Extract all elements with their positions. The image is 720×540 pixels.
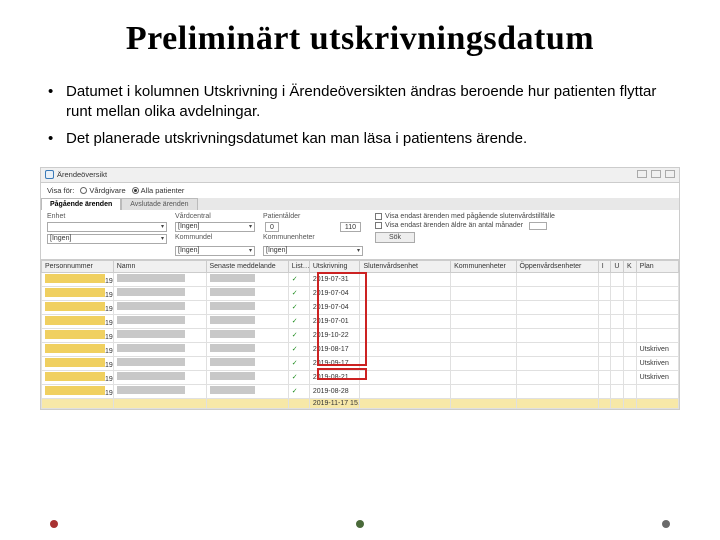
kommunenheter-select[interactable]: [Ingen]▾ <box>263 246 363 256</box>
col-plan[interactable]: Plan <box>636 260 678 272</box>
chk-aldre-label: Visa endast ärenden äldre än antal månad… <box>385 222 523 229</box>
col-senaste[interactable]: Senaste meddelande <box>206 260 288 272</box>
search-button[interactable]: Sök <box>375 232 415 243</box>
col-u[interactable]: U <box>611 260 624 272</box>
col-k[interactable]: K <box>624 260 637 272</box>
tab-bar: Pågående ärenden Avslutade ärenden <box>40 198 680 210</box>
app-icon <box>45 170 54 179</box>
maximize-icon[interactable] <box>651 170 661 178</box>
radio-alla[interactable] <box>132 187 139 194</box>
dot-right <box>662 520 670 528</box>
vardcentral-label: Vårdcentral <box>175 213 255 220</box>
kommundel-label: Kommundel <box>175 234 255 244</box>
kommun-select[interactable]: [Ingen]▾ <box>47 234 167 244</box>
app-titlebar: Ärendeöversikt <box>40 167 680 183</box>
enhet-label: Enhet <box>47 213 167 220</box>
col-personnummer[interactable]: Personnummer <box>42 260 114 272</box>
col-list[interactable]: List… <box>288 260 309 272</box>
bullet-1: Datumet i kolumnen Utskrivning i Ärendeö… <box>48 82 680 123</box>
col-slutenvard[interactable]: Slutenvårdsenhet <box>360 260 451 272</box>
col-kommun[interactable]: Kommunenheter <box>451 260 516 272</box>
radio-vardgivare[interactable] <box>80 187 87 194</box>
close-icon[interactable] <box>665 170 675 178</box>
table-row[interactable]: 19✓2019-07-01 <box>42 314 679 328</box>
slide-title: Preliminärt utskrivningsdatum <box>40 20 680 58</box>
chevron-down-icon: ▾ <box>249 223 252 230</box>
age-range[interactable]: 0110 <box>263 222 363 232</box>
table-row[interactable]: 19✓2019-07-04 <box>42 300 679 314</box>
enhet-select[interactable]: ▾ <box>47 222 167 232</box>
chk-slutenvard-label: Visa endast ärenden med pågående slutenv… <box>385 213 555 220</box>
table-row-selected[interactable]: 2019-11-17 15… <box>42 398 679 408</box>
chevron-down-icon: ▾ <box>249 247 252 254</box>
slide-footer-dots <box>0 520 720 528</box>
chevron-down-icon: ▾ <box>357 247 360 254</box>
filter-panel: Enhet Vårdcentral Patientålder ▾ [Ingen]… <box>40 210 680 260</box>
col-i[interactable]: I <box>598 260 611 272</box>
table-row[interactable]: 19✓2019-09-17Utskriven <box>42 356 679 370</box>
radio-alla-label: Alla patienter <box>141 186 185 195</box>
kommunenheter-label: Kommunenheter <box>263 234 363 244</box>
patientalder-label: Patientålder <box>263 213 363 220</box>
results-table-wrap: Personnummer Namn Senaste meddelande Lis… <box>40 260 680 410</box>
app-screenshot: Ärendeöversikt Visa för: Vårdgivare Alla… <box>40 167 680 410</box>
col-namn[interactable]: Namn <box>113 260 206 272</box>
chevron-down-icon: ▾ <box>161 223 164 230</box>
dot-left <box>50 520 58 528</box>
kommundel-select[interactable]: [Ingen]▾ <box>175 246 255 256</box>
table-header-row: Personnummer Namn Senaste meddelande Lis… <box>42 260 679 272</box>
tab-pagaende[interactable]: Pågående ärenden <box>41 198 121 210</box>
months-input[interactable] <box>529 222 547 230</box>
table-row[interactable]: 19✓2019-08-21Utskriven <box>42 370 679 384</box>
tab-avslutade[interactable]: Avslutade ärenden <box>121 198 197 210</box>
table-row[interactable]: 19✓2019-10-22 <box>42 328 679 342</box>
chk-aldre[interactable] <box>375 222 382 229</box>
app-title: Ärendeöversikt <box>57 170 107 179</box>
view-label: Visa för: <box>47 186 74 195</box>
table-row[interactable]: 19✓2019-07-31 <box>42 272 679 286</box>
table-row[interactable]: 19✓2019-08-28 <box>42 384 679 398</box>
minimize-icon[interactable] <box>637 170 647 178</box>
view-filter-row: Visa för: Vårdgivare Alla patienter <box>40 183 680 198</box>
col-oppenvard[interactable]: Öppenvårdsenheter <box>516 260 598 272</box>
bullet-2: Det planerade utskrivningsdatumet kan ma… <box>48 129 680 149</box>
chevron-down-icon: ▾ <box>161 235 164 242</box>
table-row[interactable]: 19✓2019-08-17Utskriven <box>42 342 679 356</box>
table-row[interactable]: 19✓2019-07-04 <box>42 286 679 300</box>
bullet-list: Datumet i kolumnen Utskrivning i Ärendeö… <box>40 82 680 149</box>
chk-slutenvard[interactable] <box>375 213 382 220</box>
radio-vardgivare-label: Vårdgivare <box>89 186 125 195</box>
dot-center <box>356 520 364 528</box>
col-utskrivning[interactable]: Utskrivning <box>309 260 360 272</box>
vardcentral-select[interactable]: [Ingen]▾ <box>175 222 255 232</box>
results-table: Personnummer Namn Senaste meddelande Lis… <box>41 260 679 409</box>
